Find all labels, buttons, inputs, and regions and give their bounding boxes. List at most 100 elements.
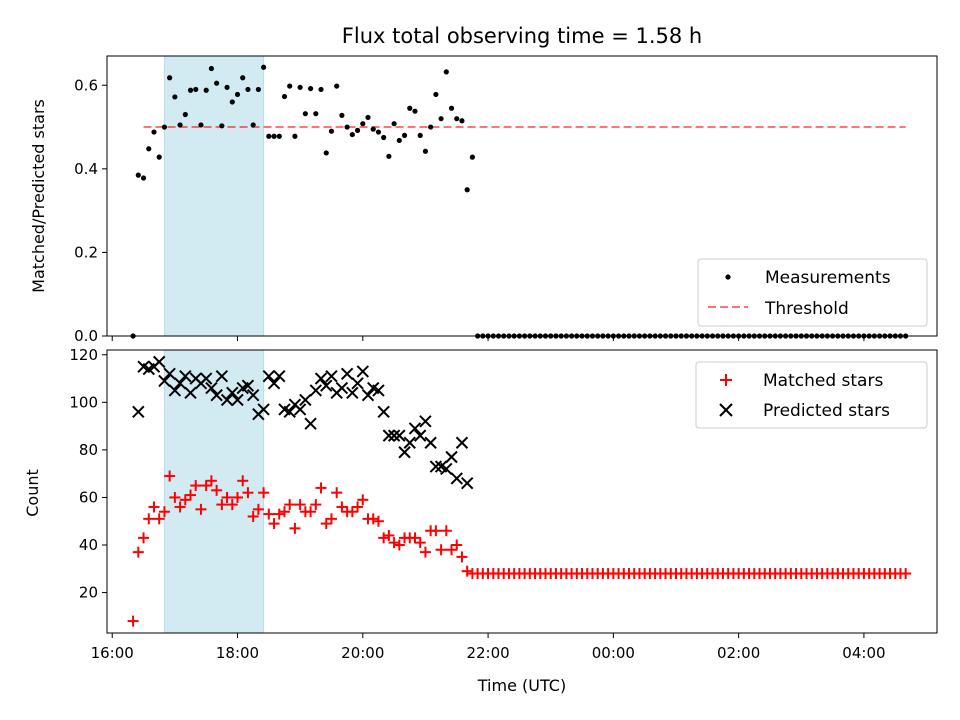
measurement-point: [261, 64, 267, 70]
legend-predicted-marker: [719, 403, 733, 417]
bottom-x-ticks: 16:00 18:00 20:00 22:00 00:00 02:00 04:00: [91, 633, 886, 662]
measurement-point: [328, 128, 335, 134]
measurement-point: [167, 75, 173, 81]
predicted-star-point: [184, 386, 197, 400]
y-tick-label: 60: [79, 488, 98, 506]
measurement-point: [391, 121, 397, 127]
predicted-star-point: [356, 365, 369, 378]
measurement-point: [297, 84, 303, 90]
measurement-point: [422, 148, 429, 154]
y-tick-label: 100: [69, 393, 98, 411]
measurement-point: [276, 133, 282, 139]
predicted-star-point: [377, 405, 390, 419]
y-tick-label: 80: [79, 441, 98, 459]
matched-star-point: [252, 503, 264, 515]
predicted-star-point: [299, 393, 312, 407]
measurement-point: [224, 84, 230, 90]
measurement-point: [146, 146, 152, 152]
predicted-star-point: [267, 377, 281, 390]
predicted-star-point: [158, 374, 171, 388]
predicted-star-point: [220, 393, 234, 407]
measurement-point: [151, 129, 157, 135]
chart-title: Flux total observing time = 1.58 h: [342, 24, 702, 48]
predicted-star-point: [424, 436, 437, 449]
predicted-star-point: [455, 436, 469, 449]
measurement-point: [417, 132, 423, 139]
x-tick-label: 00:00: [592, 644, 635, 662]
measurement-point: [433, 91, 439, 98]
matched-stars-series: [127, 470, 912, 627]
measurement-point: [161, 124, 168, 130]
matched-star-point: [367, 513, 379, 525]
top-x-ticks: [111, 336, 865, 341]
measurement-point: [271, 133, 277, 139]
matched-star-point: [456, 551, 468, 563]
y-tick-label: 20: [79, 584, 98, 602]
predicted-star-point: [205, 381, 218, 395]
matched-star-point: [305, 506, 317, 518]
bottom-y-ticks: 20 40 60 80 100 120: [69, 346, 107, 602]
measurement-point: [349, 131, 355, 138]
matched-star-point: [435, 544, 447, 556]
predicted-star-point: [246, 388, 260, 402]
measurement-point: [135, 172, 141, 178]
top-legend-box: [697, 258, 928, 327]
predicted-star-point: [152, 355, 166, 369]
legend-measurements-marker: [725, 274, 731, 280]
matched-star-point: [158, 506, 170, 518]
matched-star-point: [325, 513, 337, 525]
measurement-point: [234, 91, 241, 98]
predicted-star-point: [304, 417, 317, 430]
predicted-star-point: [445, 450, 458, 464]
measurement-point: [250, 122, 256, 128]
top-legend: Measurements Threshold: [697, 258, 928, 327]
legend-measurements-label: Measurements: [765, 268, 891, 288]
measurement-point: [464, 187, 470, 193]
matched-star-point: [179, 494, 191, 506]
matched-star-point: [268, 518, 280, 530]
top-highlight-band: [163, 55, 265, 337]
predicted-star-point: [273, 369, 286, 383]
matched-star-point: [153, 513, 165, 525]
measurement-point: [459, 118, 465, 124]
predicted-star-point: [351, 377, 364, 390]
matched-star-point: [430, 525, 442, 537]
predicted-star-point: [320, 379, 333, 392]
y-tick-label: 0.4: [74, 160, 98, 178]
legend-matched-label: Matched stars: [763, 371, 883, 391]
matched-star-point: [289, 522, 301, 534]
measurement-point: [360, 121, 366, 127]
measurement-point: [365, 114, 371, 121]
matched-star-point: [132, 546, 144, 558]
matched-star-point: [211, 484, 223, 496]
measurement-point: [255, 86, 261, 93]
measurement-point: [219, 123, 225, 129]
y-tick-label: 0.0: [74, 327, 98, 345]
measurement-point: [443, 69, 449, 75]
predicted-star-point: [460, 476, 474, 490]
matched-star-point: [446, 544, 458, 556]
measurement-point: [354, 127, 361, 133]
matched-star-point: [331, 487, 343, 499]
y-tick-label: 40: [79, 536, 98, 554]
predicted-star-point: [309, 384, 323, 397]
matched-star-point: [200, 480, 212, 492]
predicted-star-point: [372, 384, 385, 397]
matched-star-point: [388, 537, 400, 549]
matched-star-point: [461, 565, 473, 577]
predicted-star-point: [340, 367, 354, 380]
measurement-point: [172, 94, 178, 100]
matched-star-point: [216, 499, 228, 511]
matched-star-point: [263, 508, 275, 520]
matched-star-point: [336, 501, 348, 513]
measurement-point: [313, 111, 319, 117]
predicted-star-point: [132, 405, 145, 419]
predicted-star-point: [440, 462, 453, 476]
predicted-star-point: [382, 429, 396, 442]
top-panel: 0.0 0.2 0.4 0.6 Matched/Predicted stars Mea…: [29, 55, 938, 345]
predicted-star-point: [346, 386, 359, 400]
matched-star-point: [247, 510, 259, 522]
measurement-point: [281, 93, 288, 100]
predicted-star-point: [361, 388, 375, 402]
